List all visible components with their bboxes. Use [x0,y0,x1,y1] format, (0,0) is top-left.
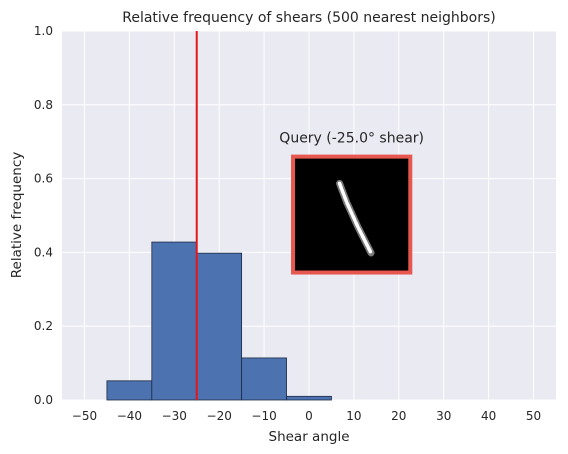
chart-title: Relative frequency of shears (500 neares… [122,10,495,26]
histogram-bar [151,241,198,401]
digit-stroke-inner [337,181,373,255]
histogram-bar [286,395,332,401]
y-tick-labels: 0.0 0.2 0.4 0.6 0.8 1.0 [34,24,53,407]
query-inset: Query (-25.0° shear) [279,131,424,275]
y-axis-label: Relative frequency [9,152,25,278]
x-tick-label: 50 [526,409,541,423]
x-tick-label: 20 [391,409,406,423]
x-tick-label: −20 [207,409,232,423]
x-tick-label: −30 [162,409,187,423]
histogram-bar [106,380,153,401]
x-tick-label: −40 [117,409,142,423]
x-tick-label: 0 [305,409,313,423]
inset-title: Query (-25.0° shear) [279,131,424,147]
x-tick-label: 40 [481,409,496,423]
x-tick-label: −10 [251,409,276,423]
histogram-bar [196,252,243,401]
y-tick-label: 0.4 [34,245,53,259]
y-tick-label: 1.0 [34,24,53,38]
y-tick-label: 0.2 [34,319,53,333]
x-tick-label: 10 [346,409,361,423]
x-tick-label: −50 [72,409,97,423]
y-tick-label: 0.0 [34,393,53,407]
x-tick-labels: −50 −40 −30 −20 −10 0 10 20 30 40 50 [72,409,541,423]
digit-stroke [336,179,375,257]
bars [106,241,332,401]
x-tick-label: 30 [436,409,451,423]
x-axis-label: Shear angle [269,429,350,445]
y-tick-label: 0.8 [34,98,53,112]
y-tick-label: 0.6 [34,172,53,186]
histogram-bar [241,357,287,401]
